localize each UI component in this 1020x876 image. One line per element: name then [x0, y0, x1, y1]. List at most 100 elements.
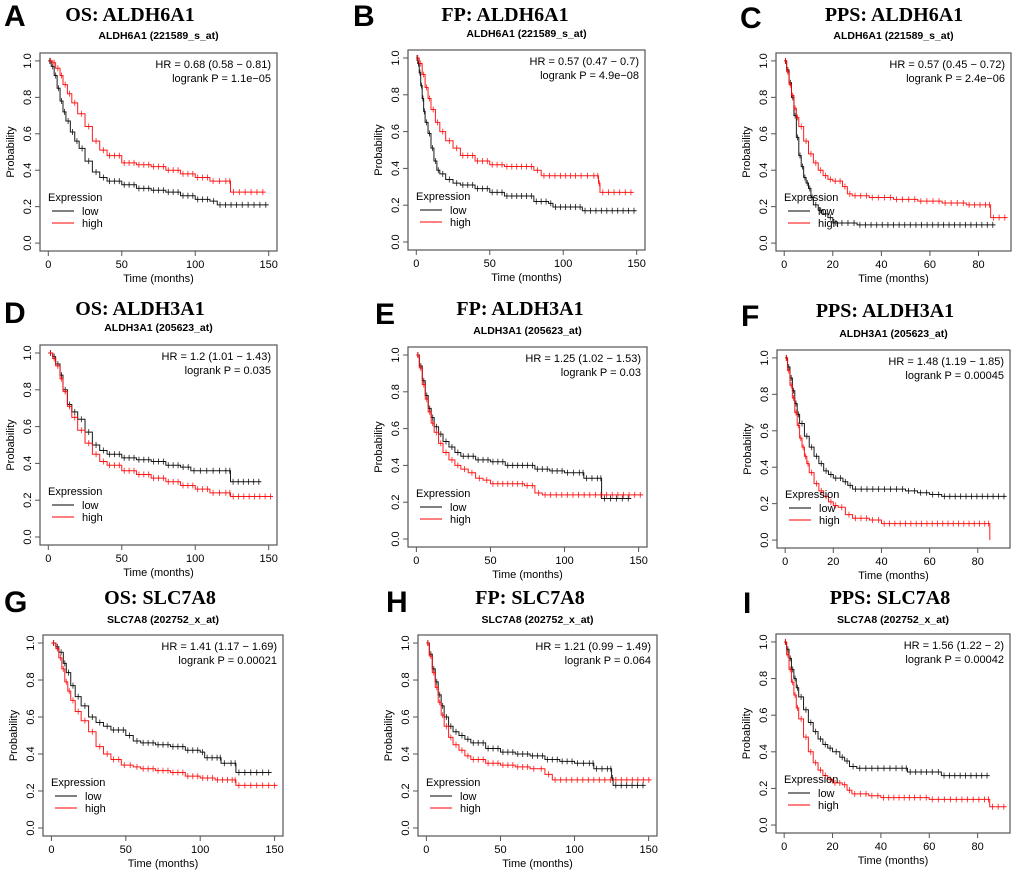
panel-title: PPS: ALDH6A1	[824, 4, 964, 26]
y-tick-label: 0.2	[759, 496, 771, 511]
x-tick-label: 150	[260, 259, 278, 271]
km-curve-low	[785, 357, 1007, 497]
x-tick-label: 100	[186, 259, 204, 271]
y-axis-label: Probability	[742, 423, 754, 475]
legend-label-high: high	[818, 218, 839, 230]
logrank-p-label: logrank P = 0.064	[565, 655, 651, 667]
hazard-ratio-label: HR = 0.68 (0.58 − 0.81)	[155, 59, 271, 71]
hazard-ratio-label: HR = 1.2 (1.01 − 1.43)	[162, 351, 271, 363]
logrank-p-label: logrank P = 0.035	[185, 365, 271, 377]
logrank-p-label: logrank P = 0.00021	[178, 655, 277, 667]
x-tick-label: 50	[116, 259, 128, 271]
legend-title: Expression	[48, 486, 102, 498]
y-axis-label: Probability	[741, 126, 753, 178]
y-tick-label: 0.6	[759, 423, 771, 438]
legend-label-low: low	[82, 500, 99, 512]
km-curve-low	[48, 60, 269, 206]
y-tick-label: 0.6	[758, 708, 770, 723]
x-axis-label: Time (months)	[491, 272, 562, 284]
panel-letter: B	[353, 0, 375, 33]
km-plot-d: 0 50 100 150 0.0 0.2 0.4 0.6 0.8 1.0 Time (months)…	[5, 344, 278, 579]
panel-subtitle: SLC7A8 (202752_x_at)	[481, 614, 594, 626]
plot-frame	[775, 633, 1011, 834]
x-tick-label: 50	[494, 844, 506, 856]
panel-letter: C	[740, 2, 762, 35]
y-tick-label: 0.4	[758, 163, 770, 178]
x-tick-label: 100	[186, 553, 204, 565]
legend-label-high: high	[460, 803, 481, 815]
x-tick-label: 0	[413, 555, 419, 567]
y-tick-label: 0.8	[390, 384, 402, 399]
x-axis-label: Time (months)	[123, 273, 194, 285]
x-tick-label: 40	[875, 556, 887, 568]
y-tick-label: 0.2	[22, 199, 34, 214]
y-tick-label: 0.0	[390, 234, 402, 249]
y-tick-label: 0.6	[22, 126, 34, 141]
legend-label-low: low	[818, 788, 835, 800]
legend-label-low: low	[460, 791, 477, 803]
km-plot-e: 0 50 100 150 0.0 0.2 0.4 0.6 0.8 1.0 Time (months)…	[373, 346, 648, 581]
x-tick-label: 150	[265, 844, 283, 856]
legend-label-high: high	[82, 512, 103, 524]
y-tick-label: 1.0	[759, 350, 771, 365]
x-axis-label: Time (months)	[123, 567, 194, 579]
legend-label-high: high	[818, 800, 839, 812]
y-tick-label: 0.6	[390, 124, 402, 139]
x-tick-label: 40	[875, 841, 887, 853]
y-tick-label: 0.8	[22, 382, 34, 397]
y-tick-label: 0.0	[758, 817, 770, 832]
panel-subtitle: SLC7A8 (202752_x_at)	[106, 614, 220, 626]
km-curve-high	[785, 357, 991, 541]
hazard-ratio-label: HR = 0.57 (0.47 − 0.7)	[530, 56, 639, 68]
y-axis-label: Probability	[373, 124, 385, 176]
x-tick-label: 60	[924, 259, 936, 271]
x-tick-label: 150	[260, 553, 278, 565]
logrank-p-label: logrank P = 0.03	[561, 367, 641, 379]
y-tick-label: 0.6	[758, 126, 770, 141]
x-tick-label: 20	[827, 259, 839, 271]
km-curve-high	[48, 352, 274, 498]
x-axis-label: Time (months)	[128, 858, 199, 870]
y-tick-label: 1.0	[400, 635, 412, 650]
km-curve-low	[416, 354, 632, 500]
panel-title: OS: ALDH6A1	[65, 4, 195, 26]
logrank-p-label: logrank P = 4.9e−08	[540, 70, 639, 82]
x-tick-label: 50	[120, 844, 132, 856]
y-tick-label: 0.8	[25, 672, 37, 687]
y-tick-label: 0.4	[25, 746, 37, 761]
y-axis-label: Probability	[5, 126, 17, 178]
legend-label-low: low	[85, 791, 102, 803]
km-plot-b: 0 50 100 150 0.0 0.2 0.4 0.6 0.8 1.0 Time (months)…	[373, 49, 646, 284]
panel-title: FP: ALDH3A1	[456, 298, 584, 320]
x-tick-label: 50	[116, 553, 128, 565]
x-tick-label: 60	[923, 556, 935, 568]
y-tick-label: 0.8	[759, 387, 771, 402]
y-tick-label: 0.2	[758, 781, 770, 796]
y-tick-label: 0.8	[390, 87, 402, 102]
x-axis-label: Time (months)	[502, 858, 573, 870]
y-tick-label: 0.2	[390, 198, 402, 213]
km-curve-high	[784, 60, 1008, 219]
panel-subtitle: ALDH6A1 (221589_s_at)	[466, 28, 587, 40]
y-tick-label: 0.2	[400, 783, 412, 798]
legend-title: Expression	[51, 777, 105, 789]
hazard-ratio-label: HR = 0.57 (0.45 − 0.72)	[889, 59, 1005, 71]
plot-frame	[39, 344, 278, 546]
y-tick-label: 0.2	[22, 493, 34, 508]
y-tick-label: 0.8	[758, 90, 770, 105]
km-curve-low	[784, 641, 990, 777]
panel-subtitle: ALDH3A1 (205623_at)	[839, 328, 948, 340]
panel-letter: H	[386, 586, 408, 619]
hazard-ratio-label: HR = 1.21 (0.99 − 1.49)	[535, 641, 651, 653]
y-tick-label: 1.0	[22, 345, 34, 360]
x-tick-label: 100	[191, 844, 209, 856]
y-tick-label: 0.4	[758, 744, 770, 759]
y-tick-label: 0.0	[759, 532, 771, 547]
km-plot-i: 0 20 40 60 80 0.0 0.2 0.4 0.6 0.8 1.0 Time (months)…	[741, 633, 1011, 867]
y-axis-label: Probability	[8, 709, 20, 761]
x-axis-label: Time (months)	[858, 273, 929, 285]
y-tick-label: 1.0	[25, 635, 37, 650]
x-tick-label: 20	[826, 841, 838, 853]
panel-title: OS: ALDH3A1	[75, 298, 205, 320]
y-tick-label: 1.0	[758, 53, 770, 68]
